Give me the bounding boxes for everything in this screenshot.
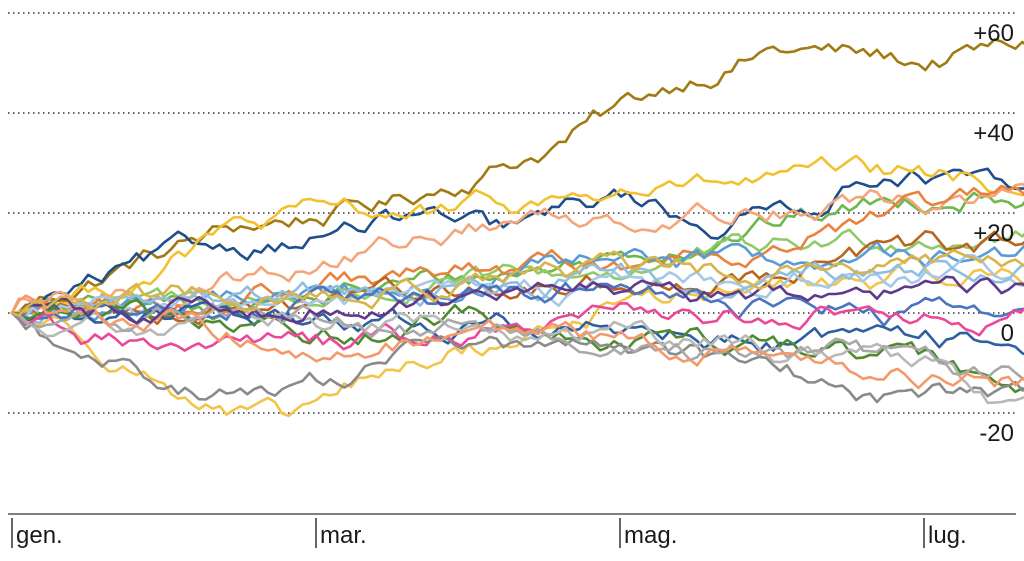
series-line-s22 (10, 248, 1024, 317)
series-line-s7 (10, 182, 1024, 315)
y-tick-labels: +60 +40 +20 0 -20 (973, 20, 1014, 447)
series-line-s19 (10, 302, 1024, 380)
series-line-s15 (10, 298, 1024, 394)
y-tick-label: +20 (973, 220, 1014, 247)
series-line-s4 (10, 167, 1024, 315)
y-tick-label: 0 (1001, 320, 1014, 347)
x-tick-label: gen. (16, 522, 63, 549)
series-line-s21 (10, 275, 1024, 325)
series-line-s3 (10, 228, 1024, 321)
series-line-s6 (10, 255, 1024, 418)
series-line-s18 (10, 298, 1024, 405)
series-line-s2 (10, 191, 1024, 321)
series-line-s16 (10, 301, 1024, 352)
series-line-s5 (10, 154, 1024, 316)
series-line-s1 (10, 38, 1024, 315)
series-lines (10, 38, 1024, 418)
series-line-s12 (10, 259, 1024, 325)
x-tick-label: mar. (320, 522, 367, 549)
x-tick-label: lug. (928, 522, 967, 549)
y-tick-label: +60 (973, 20, 1014, 47)
gridlines (8, 12, 1016, 414)
series-line-s11 (10, 253, 1024, 318)
series-line-s14 (10, 300, 1024, 356)
x-tick-label: mag. (624, 522, 677, 549)
x-month-labels: gen.mar.mag.lug.sett.nov. (11, 518, 967, 549)
y-tick-label: +40 (973, 120, 1014, 147)
y-tick-label: -20 (979, 420, 1014, 447)
series-line-s20 (10, 294, 1024, 390)
series-line-s17 (10, 311, 1024, 404)
